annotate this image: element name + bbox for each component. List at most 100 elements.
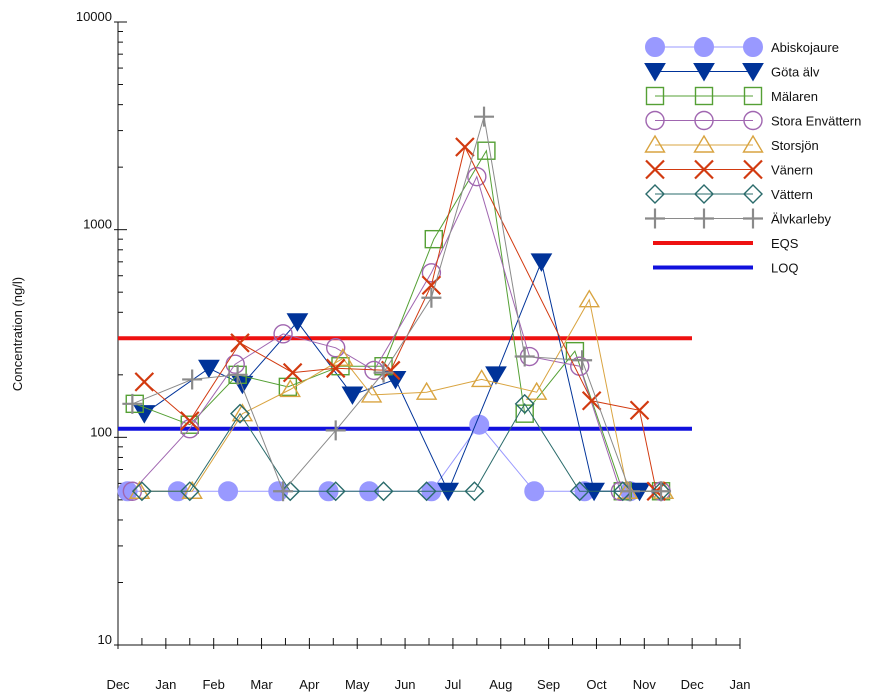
legend: Abiskojaure Göta älv Mälaren Stora Envätter… (644, 37, 861, 276)
data-point (384, 370, 407, 390)
legend-entry: Vänern (645, 159, 813, 180)
series-mälaren (125, 141, 671, 501)
legend-marker (743, 110, 763, 131)
legend-marker (694, 86, 714, 106)
legend-marker (694, 208, 714, 229)
x-tick-label: Nov (633, 677, 657, 692)
data-point (282, 362, 303, 383)
data-point (373, 481, 394, 502)
data-point (572, 350, 593, 371)
legend-label: Storsjön (771, 138, 819, 153)
series-vättern (131, 393, 672, 502)
data-point (230, 403, 250, 424)
data-point (341, 386, 364, 405)
data-point (464, 481, 485, 502)
data-point (325, 420, 346, 441)
legend-label: EQS (771, 236, 799, 251)
x-tick-label: Sep (537, 677, 560, 692)
data-point (198, 359, 220, 379)
x-tick-label: Aug (489, 677, 512, 692)
data-point (515, 404, 534, 423)
data-point (524, 481, 545, 502)
data-point (117, 481, 138, 502)
data-point (179, 481, 200, 502)
legend-marker (645, 37, 665, 57)
series-line (139, 298, 664, 492)
data-point (325, 358, 346, 379)
data-point (325, 481, 346, 502)
data-point (514, 393, 535, 414)
y-tick-label: 100 (90, 424, 112, 439)
legend-entry: EQS (653, 236, 799, 251)
legend-label: LOQ (771, 261, 798, 276)
legend-marker (644, 134, 666, 153)
legend-marker (645, 86, 665, 106)
legend-marker (694, 184, 714, 204)
legend-marker (742, 134, 764, 153)
x-tick-label: Mar (250, 677, 273, 692)
data-point (578, 289, 601, 308)
data-point (280, 481, 301, 502)
data-point (122, 393, 143, 414)
x-tick-label: Jan (155, 677, 176, 692)
data-point (474, 106, 495, 127)
series-line (141, 402, 662, 492)
legend-entry: Göta älv (644, 63, 820, 82)
data-point (326, 338, 346, 358)
legend-entry: Vättern (645, 184, 813, 204)
legend-marker (694, 159, 714, 180)
legend-label: Mälaren (771, 89, 818, 104)
legend-entry: Älvkarleby (645, 208, 831, 229)
legend-marker (645, 184, 665, 204)
data-point (570, 356, 590, 376)
data-point (218, 481, 239, 502)
data-point (360, 384, 383, 403)
legend-entry: LOQ (653, 261, 798, 276)
legend-label: Abiskojaure (771, 40, 839, 55)
legend-marker (645, 110, 665, 131)
data-point (231, 375, 254, 395)
x-tick-label: Jun (395, 677, 416, 692)
legend-entry: Storsjön (644, 134, 819, 153)
legend-marker (694, 110, 714, 131)
series-vänern (134, 137, 667, 502)
legend-marker (645, 159, 665, 180)
x-tick-label: Dec (106, 677, 130, 692)
x-tick-label: Jan (730, 677, 751, 692)
y-tick-label: 10000 (76, 9, 112, 24)
legend-marker (743, 159, 763, 180)
data-point (415, 381, 438, 400)
data-point (179, 411, 200, 431)
legend-marker (743, 208, 763, 229)
data-point (569, 481, 590, 502)
data-point (230, 333, 250, 353)
data-point (421, 275, 442, 296)
y-tick-label: 1000 (83, 217, 112, 232)
legend-label: Vättern (771, 187, 813, 202)
data-point (581, 390, 602, 411)
x-tick-label: Dec (681, 677, 705, 692)
legend-label: Göta älv (771, 65, 820, 80)
x-tick-label: Apr (299, 677, 320, 692)
data-point (619, 481, 640, 502)
legend-label: Vänern (771, 163, 813, 178)
series-layer (117, 106, 675, 502)
series-göta-älv (133, 253, 651, 502)
data-point (477, 141, 496, 160)
legend-marker (693, 63, 715, 82)
legend-marker (743, 184, 763, 204)
legend-label: Stora Envättern (771, 114, 861, 129)
legend-marker (742, 63, 764, 82)
data-point (227, 364, 248, 385)
legend-marker (743, 86, 763, 106)
data-point (279, 379, 301, 398)
data-point (416, 481, 437, 502)
legend-label: Älvkarleby (771, 212, 831, 227)
axes: 10 100 1000 10000 Dec Jan Feb Mar Apr May Jun Jul Au… (76, 9, 751, 692)
x-tick-label: Jul (445, 677, 462, 692)
x-tick-label: May (345, 677, 370, 692)
legend-marker (693, 134, 715, 153)
series-line (127, 423, 630, 492)
legend-entry: Stora Envättern (645, 110, 861, 131)
